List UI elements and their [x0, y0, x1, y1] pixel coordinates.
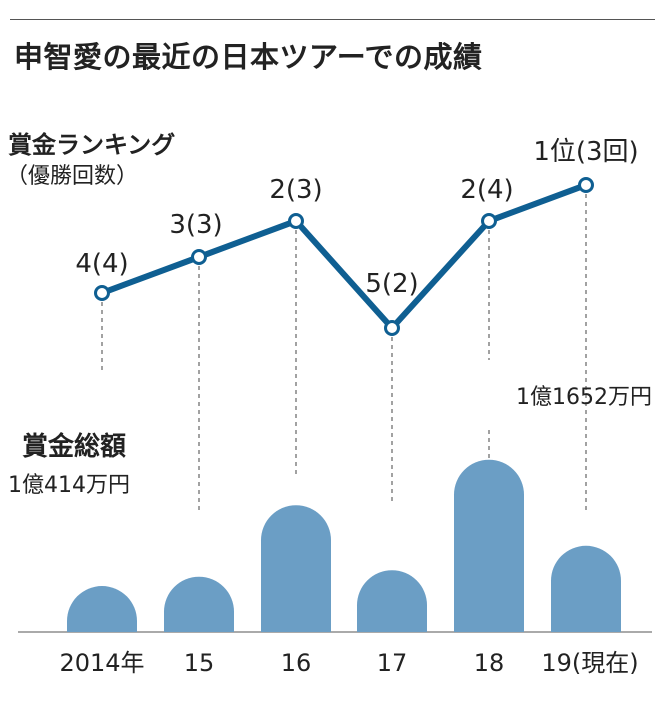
ranking-line — [100, 182, 588, 331]
earnings-label: 賞金総額 — [22, 432, 127, 462]
ranking-point-label: 4(4) — [75, 249, 128, 279]
top-rule — [10, 19, 655, 20]
ranking-point — [94, 285, 110, 301]
ranking-point — [384, 320, 400, 336]
earnings-bar — [551, 545, 621, 632]
x-tick-label: 18 — [474, 649, 505, 677]
earnings-bar — [357, 570, 427, 632]
ranking-label: 賞金ランキング — [8, 131, 176, 159]
ranking-point — [191, 249, 207, 265]
x-tick-label: 19(現在) — [541, 649, 638, 677]
earnings-bar — [67, 586, 137, 632]
x-tick-label: 17 — [377, 649, 408, 677]
ranking-point-label: 3(3) — [169, 210, 222, 240]
ranking-point-label: 2(4) — [460, 175, 513, 205]
ranking-point — [578, 177, 594, 193]
chart-title: 申智愛の最近の日本ツアーでの成績 — [14, 40, 483, 74]
ranking-point-label: 5(2) — [365, 269, 418, 299]
earnings-bar — [261, 505, 331, 632]
x-tick-label: 2014年 — [59, 649, 144, 677]
earnings-annotation: 1億1652万円 — [516, 385, 652, 410]
earnings-bar — [454, 459, 524, 632]
earnings-annotation: 1億414万円 — [8, 473, 130, 498]
ranking-sublabel: （優勝回数） — [6, 164, 139, 189]
x-tick-label: 15 — [184, 649, 215, 677]
ranking-point — [288, 213, 304, 229]
earnings-bar — [164, 576, 234, 632]
ranking-point-label: 1位(3回) — [533, 137, 638, 167]
x-tick-label: 16 — [281, 649, 312, 677]
ranking-point — [481, 213, 497, 229]
ranking-point-label: 2(3) — [269, 175, 322, 205]
